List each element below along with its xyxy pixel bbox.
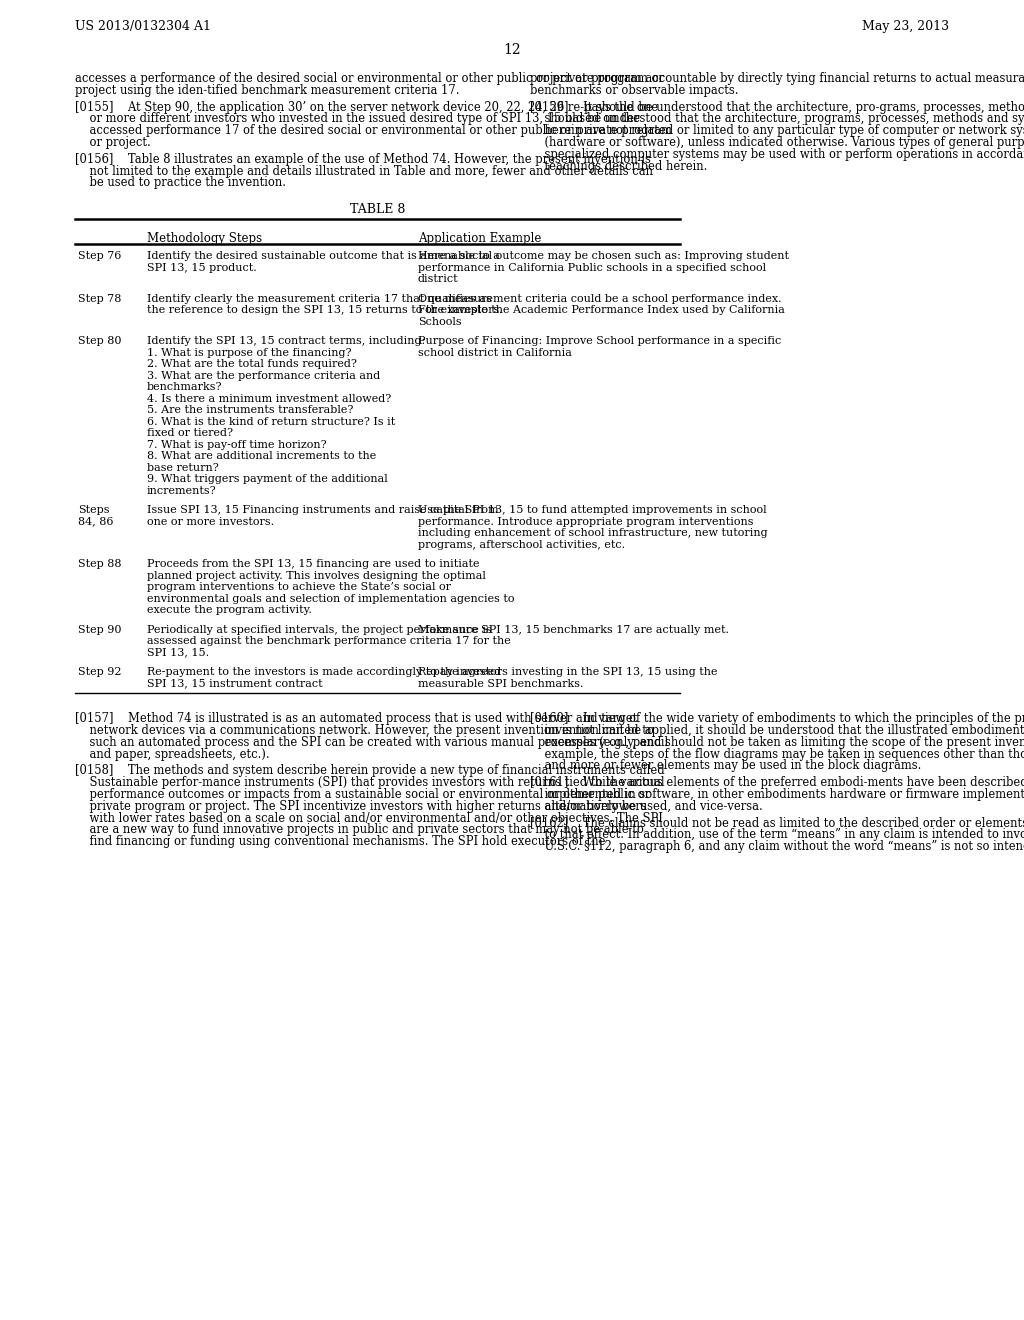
Text: Methodology Steps: Methodology Steps xyxy=(147,232,262,246)
Text: project or program accountable by directly tying financial returns to actual mea: project or program accountable by direct… xyxy=(530,73,1024,84)
Text: Identify the SPI 13, 15 contract terms, including:: Identify the SPI 13, 15 contract terms, … xyxy=(147,337,425,346)
Text: Make sure SPI 13, 15 benchmarks 17 are actually met.: Make sure SPI 13, 15 benchmarks 17 are a… xyxy=(418,624,729,635)
Text: Step 76: Step 76 xyxy=(78,251,122,261)
Text: TABLE 8: TABLE 8 xyxy=(350,203,406,216)
Text: Proceeds from the SPI 13, 15 financing are used to initiate: Proceeds from the SPI 13, 15 financing a… xyxy=(147,560,479,569)
Text: Application Example: Application Example xyxy=(418,232,542,246)
Text: Purpose of Financing: Improve School performance in a specific: Purpose of Financing: Improve School per… xyxy=(418,337,781,346)
Text: the reference to design the SPI 13, 15 returns to the investors.: the reference to design the SPI 13, 15 r… xyxy=(147,305,503,315)
Text: teachings described herein.: teachings described herein. xyxy=(530,160,708,173)
Text: Identify the desired sustainable outcome that is amenable to a: Identify the desired sustainable outcome… xyxy=(147,251,500,261)
Text: be used to practice the invention.: be used to practice the invention. xyxy=(75,177,286,189)
Text: project using the iden-tified benchmark measurement criteria 17.: project using the iden-tified benchmark … xyxy=(75,83,460,96)
Text: invention can be applied, it should be understood that the illustrated embodimen: invention can be applied, it should be u… xyxy=(530,723,1024,737)
Text: should be understood that the architecture, programs, processes, methods and sys: should be understood that the architectu… xyxy=(530,112,1024,125)
Text: SPI 13, 15.: SPI 13, 15. xyxy=(147,648,209,657)
Text: [0162]    The claims should not be read as limited to the described order or ele: [0162] The claims should not be read as … xyxy=(530,817,1024,829)
Text: 2. What are the total funds required?: 2. What are the total funds required? xyxy=(147,359,357,370)
Text: one or more investors.: one or more investors. xyxy=(147,516,274,527)
Text: benchmarks?: benchmarks? xyxy=(147,383,222,392)
Text: increments?: increments? xyxy=(147,486,217,496)
Text: [0161]    While various elements of the preferred embodi-ments have been describ: [0161] While various elements of the pre… xyxy=(530,776,1024,789)
Text: [0157]    Method 74 is illustrated is as an automated process that is used with : [0157] Method 74 is illustrated is as an… xyxy=(75,713,637,725)
Text: with lower rates based on a scale on social and/or environmental and/or other ob: with lower rates based on a scale on soc… xyxy=(75,812,663,825)
Text: network devices via a communications network. However, the present invention is : network devices via a communications net… xyxy=(75,723,654,737)
Text: to that effect. In addition, use of the term “means” in any claim is intended to: to that effect. In addition, use of the … xyxy=(530,829,1024,841)
Text: or project.: or project. xyxy=(75,136,151,149)
Text: (hardware or software), unless indicated otherwise. Various types of general pur: (hardware or software), unless indicated… xyxy=(530,136,1024,149)
Text: 1. What is purpose of the financing?: 1. What is purpose of the financing? xyxy=(147,347,351,358)
Text: 7. What is pay-off time horizon?: 7. What is pay-off time horizon? xyxy=(147,440,327,450)
Text: accesses a performance of the desired social or environmental or other public or: accesses a performance of the desired so… xyxy=(75,73,664,84)
Text: programs, afterschool activities, etc.: programs, afterschool activities, etc. xyxy=(418,540,625,549)
Text: Step 88: Step 88 xyxy=(78,560,122,569)
Text: program interventions to achieve the State’s social or: program interventions to achieve the Sta… xyxy=(147,582,451,593)
Text: Step 90: Step 90 xyxy=(78,624,122,635)
Text: [0160]    In view of the wide variety of embodiments to which the principles of : [0160] In view of the wide variety of em… xyxy=(530,713,1024,725)
Text: benchmarks or observable impacts.: benchmarks or observable impacts. xyxy=(530,83,738,96)
Text: One measurement criteria could be a school performance index.: One measurement criteria could be a scho… xyxy=(418,293,781,304)
Text: SPI 13, 15 product.: SPI 13, 15 product. xyxy=(147,263,257,273)
Text: find financing or funding using conventional mechanisms. The SPI hold executors : find financing or funding using conventi… xyxy=(75,836,605,849)
Text: Sustainable perfor-mance instruments (SPI) that provides investors with returns : Sustainable perfor-mance instruments (SP… xyxy=(75,776,665,789)
Text: herein are not related or limited to any particular type of computer or network : herein are not related or limited to any… xyxy=(530,124,1024,137)
Text: 9. What triggers payment of the additional: 9. What triggers payment of the addition… xyxy=(147,474,388,484)
Text: 4. Is there a minimum investment allowed?: 4. Is there a minimum investment allowed… xyxy=(147,393,391,404)
Text: assessed against the benchmark performance criteria 17 for the: assessed against the benchmark performan… xyxy=(147,636,511,647)
Text: 8. What are additional increments to the: 8. What are additional increments to the xyxy=(147,451,376,461)
Text: US 2013/0132304 A1: US 2013/0132304 A1 xyxy=(75,20,211,33)
Text: U.S.C. §112, paragraph 6, and any claim without the word “means” is not so inten: U.S.C. §112, paragraph 6, and any claim … xyxy=(530,841,1024,853)
Text: Identify clearly the measurement criteria 17 that qualifies as: Identify clearly the measurement criteri… xyxy=(147,293,492,304)
Text: district: district xyxy=(418,275,459,284)
Text: Steps: Steps xyxy=(78,506,110,515)
Text: and more or fewer elements may be used in the block diagrams.: and more or fewer elements may be used i… xyxy=(530,759,922,772)
Text: Issue SPI 13, 15 Financing instruments and raise capital from: Issue SPI 13, 15 Financing instruments a… xyxy=(147,506,499,515)
Text: For example the Academic Performance Index used by California: For example the Academic Performance Ind… xyxy=(418,305,784,315)
Text: SPI 13, 15 instrument contract: SPI 13, 15 instrument contract xyxy=(147,678,323,689)
Text: Step 92: Step 92 xyxy=(78,667,122,677)
Text: performance outcomes or impacts from a sustainable social or environmental or ot: performance outcomes or impacts from a s… xyxy=(75,788,650,801)
Text: accessed performance 17 of the desired social or environmental or other public o: accessed performance 17 of the desired s… xyxy=(75,124,672,137)
Text: Repay investors investing in the SPI 13, 15 using the: Repay investors investing in the SPI 13,… xyxy=(418,667,718,677)
Text: 5. Are the instruments transferable?: 5. Are the instruments transferable? xyxy=(147,405,353,416)
Text: not limited to the example and details illustrated in Table and more, fewer and : not limited to the example and details i… xyxy=(75,165,653,178)
Text: or more different investors who invested in the issued desired type of SPI 13, 1: or more different investors who invested… xyxy=(75,112,640,125)
Text: May 23, 2013: May 23, 2013 xyxy=(862,20,949,33)
Text: [0158]    The methods and system describe herein provide a new type of financial: [0158] The methods and system describe h… xyxy=(75,764,665,777)
Text: Use the SPI 13, 15 to fund attempted improvements in school: Use the SPI 13, 15 to fund attempted imp… xyxy=(418,506,767,515)
Text: example, the steps of the flow diagrams may be taken in sequences other than tho: example, the steps of the flow diagrams … xyxy=(530,747,1024,760)
Text: Here a social outcome may be chosen such as: Improving student: Here a social outcome may be chosen such… xyxy=(418,251,790,261)
Text: base return?: base return? xyxy=(147,463,219,473)
Text: Step 78: Step 78 xyxy=(78,293,122,304)
Text: performance in California Public schools in a specified school: performance in California Public schools… xyxy=(418,263,766,273)
Text: 12: 12 xyxy=(503,44,521,57)
Text: 84, 86: 84, 86 xyxy=(78,516,114,527)
Text: 6. What is the kind of return structure? Is it: 6. What is the kind of return structure?… xyxy=(147,417,395,426)
Text: specialized computer systems may be used with or perform operations in accordanc: specialized computer systems may be used… xyxy=(530,148,1024,161)
Text: Periodically at specified intervals, the project performance is: Periodically at specified intervals, the… xyxy=(147,624,492,635)
Text: 3. What are the performance criteria and: 3. What are the performance criteria and xyxy=(147,371,380,380)
Text: Schools: Schools xyxy=(418,317,462,326)
Text: fixed or tiered?: fixed or tiered? xyxy=(147,428,233,438)
Text: Step 80: Step 80 xyxy=(78,337,122,346)
Text: are a new way to fund innovative projects in public and private sectors that may: are a new way to fund innovative project… xyxy=(75,824,644,837)
Text: implemented in software, in other embodiments hardware or firmware implementatio: implemented in software, in other embodi… xyxy=(530,788,1024,801)
Text: planned project activity. This involves designing the optimal: planned project activity. This involves … xyxy=(147,570,485,581)
Text: environmental goals and selection of implementation agencies to: environmental goals and selection of imp… xyxy=(147,594,514,603)
Text: [0156]    Table 8 illustrates an example of the use of Method 74. However, the p: [0156] Table 8 illustrates an example of… xyxy=(75,153,651,166)
Text: alternatively be used, and vice-versa.: alternatively be used, and vice-versa. xyxy=(530,800,763,813)
Text: school district in California: school district in California xyxy=(418,347,571,358)
Text: [0159]    It should be understood that the architecture, pro-grams, processes, m: [0159] It should be understood that the … xyxy=(530,100,1024,114)
Text: and paper, spreadsheets, etc.).: and paper, spreadsheets, etc.). xyxy=(75,747,269,760)
Text: measurable SPI benchmarks.: measurable SPI benchmarks. xyxy=(418,678,584,689)
Text: Re-payment to the investors is made accordingly to the agreed: Re-payment to the investors is made acco… xyxy=(147,667,501,677)
Text: such an automated process and the SPI can be created with various manual process: such an automated process and the SPI ca… xyxy=(75,735,669,748)
Text: performance. Introduce appropriate program interventions: performance. Introduce appropriate progr… xyxy=(418,516,754,527)
Text: private program or project. The SPI incentivize investors with higher returns an: private program or project. The SPI ince… xyxy=(75,800,647,813)
Text: [0155]    At Step 90, the application 30’ on the server network device 20, 22, 2: [0155] At Step 90, the application 30’ o… xyxy=(75,100,658,114)
Text: exemplary only, and should not be taken as limiting the scope of the present inv: exemplary only, and should not be taken … xyxy=(530,735,1024,748)
Text: execute the program activity.: execute the program activity. xyxy=(147,605,312,615)
Text: including enhancement of school infrastructure, new tutoring: including enhancement of school infrastr… xyxy=(418,528,768,539)
